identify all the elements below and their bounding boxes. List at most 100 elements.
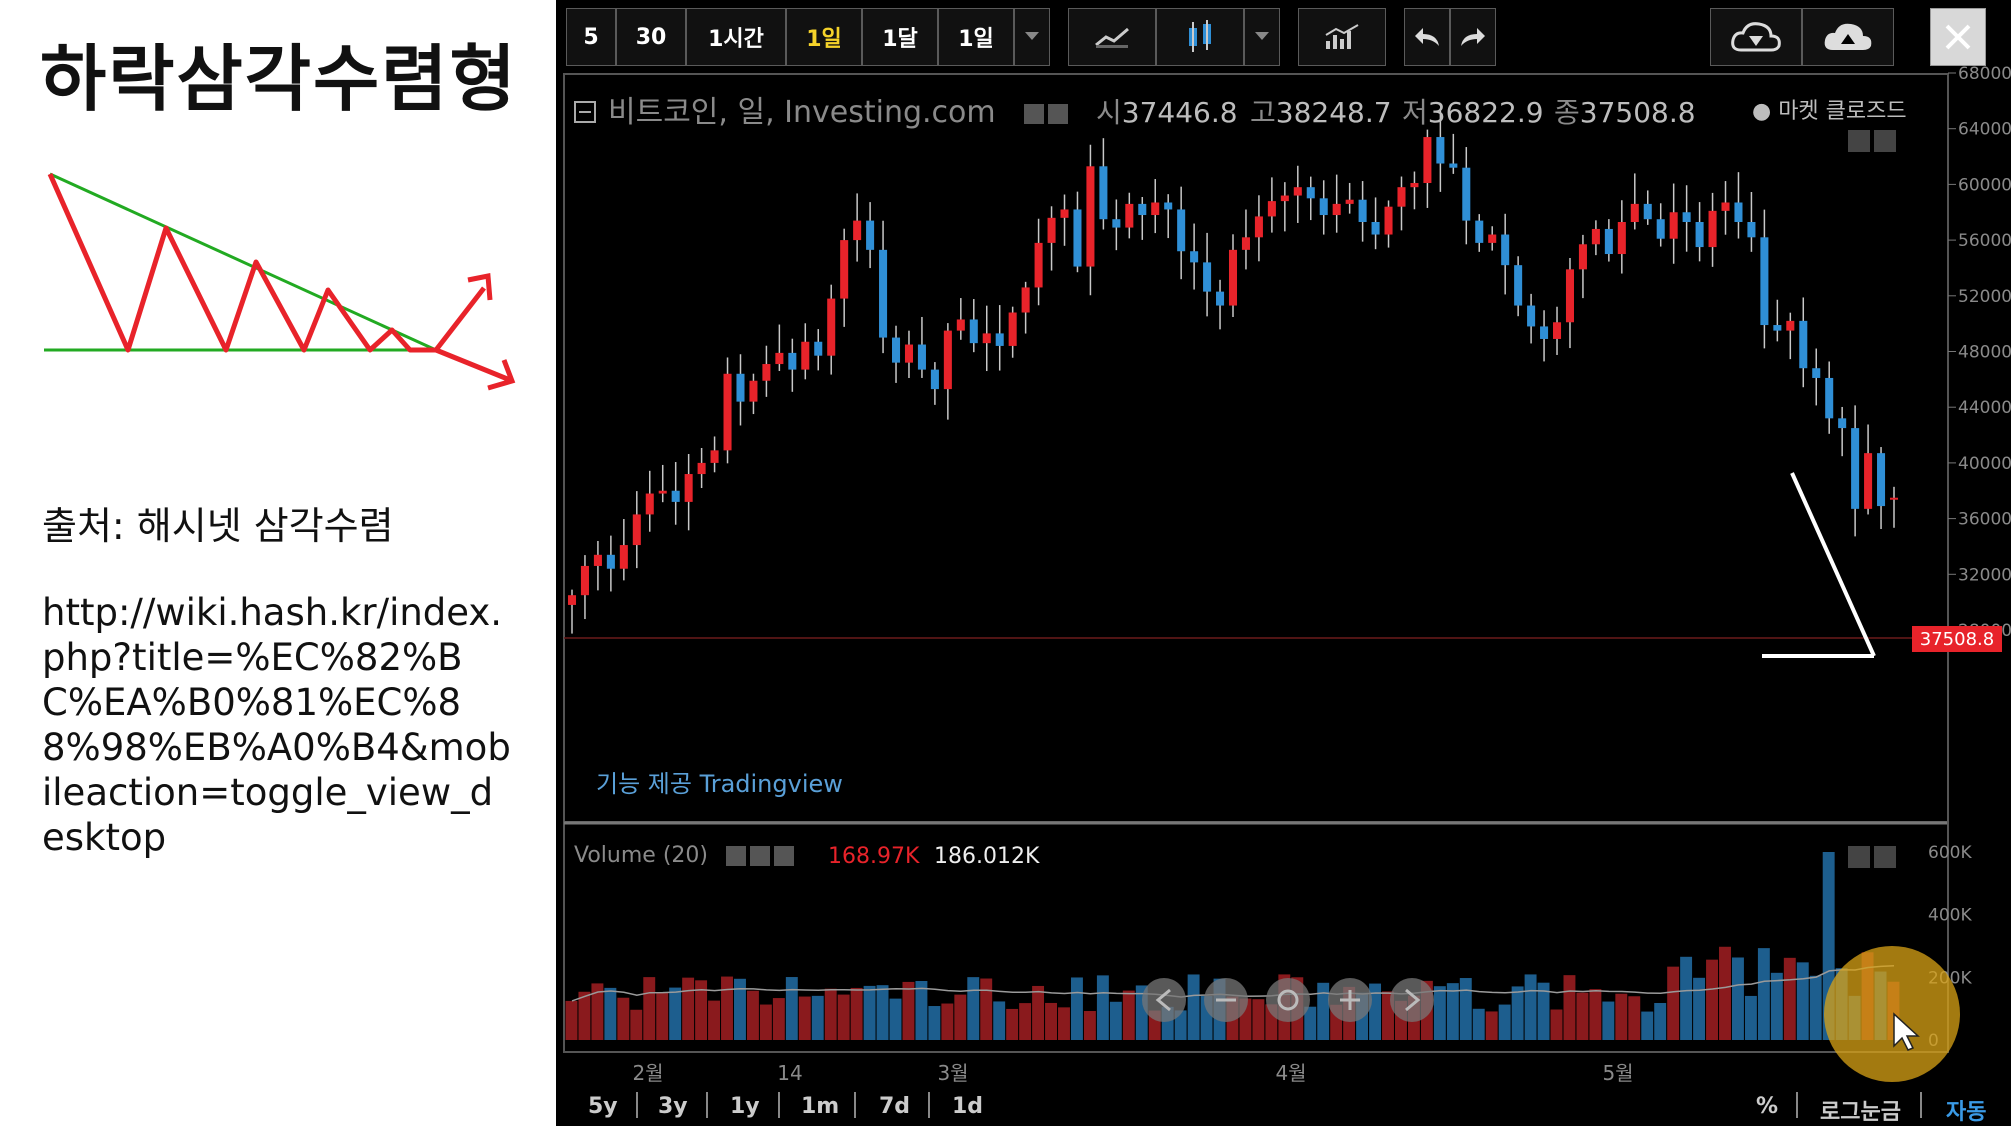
interval-dropdown-button[interactable] [1014,8,1050,66]
chevron-down-icon [1025,32,1039,40]
volume-bar [1459,978,1472,1040]
candle-body [1682,212,1691,222]
volume-bar [1161,1006,1174,1040]
candle-body [1527,305,1536,327]
scroll-right-button [1390,978,1434,1022]
volume-bar [630,1009,643,1040]
range-3y[interactable]: 3y [658,1094,688,1119]
chart-type-dropdown-button[interactable] [1244,8,1280,66]
close-button[interactable] [1930,8,1986,66]
range-5y[interactable]: 5y [588,1094,618,1119]
scroll-up-icon [1874,130,1896,152]
market-status: ● 마켓 클로즈드 [1752,99,1907,124]
volume-bar [928,1006,941,1040]
candle-body [1203,262,1212,292]
volume-bar [1796,962,1809,1040]
price-chart[interactable]: 68000.0 64000.0 60000.0 56000.0 52000.0 48000… [556,0,2011,1126]
price-tick-label: 60000.0 [1958,175,2011,195]
volume-bar [1757,948,1770,1040]
volume-bar [1719,946,1731,1040]
volume-tick-label: 600K [1928,843,1972,863]
volume-bar [1187,974,1200,1040]
range-1y[interactable]: 1y [730,1094,760,1119]
volume-bar [1174,1010,1187,1040]
price-tick-label: 36000.0 [1958,510,2011,530]
volume-bar [772,998,785,1040]
volume-bar [1628,996,1641,1040]
candle-body [1617,221,1626,255]
line-chart-button[interactable] [1068,8,1156,66]
candle-body [1397,187,1406,207]
candle-body [1151,202,1160,216]
volume-bar [1706,959,1718,1040]
volume-bar [1304,1006,1317,1040]
cloud-download-button[interactable] [1710,8,1802,66]
candle-body [1708,210,1717,248]
volume-bar [1731,957,1744,1040]
candle-body [593,554,602,566]
price-tick-label: 48000.0 [1958,343,2011,363]
candle-body [1760,237,1769,326]
volume-bar [669,987,682,1040]
volume-bar [591,983,604,1040]
price-tick-label: 64000.0 [1958,120,2011,140]
candle-body [1475,220,1484,243]
candle-body [1565,269,1574,323]
chevron-down-icon [1255,32,1269,40]
interval-button-5[interactable]: 5 [566,8,616,66]
candle-body [1436,137,1445,164]
candle-body [1358,199,1367,222]
svg-text:168.97K: 168.97K [828,844,920,869]
source-label: 출처: 해시넷 삼각수렴 [42,504,394,548]
volume-bar [746,990,759,1040]
undo-button[interactable] [1404,8,1450,66]
cloud-upload-button[interactable] [1802,8,1894,66]
reset-icon [1277,989,1299,1011]
volume-bar [1602,1001,1615,1040]
candle-body [1280,195,1289,202]
volume-tick-label: 400K [1928,906,1972,926]
interval-button-1h[interactable]: 1시간 [686,8,786,66]
line-chart-icon [1095,27,1129,48]
log-scale-button[interactable]: 로그눈금 [1820,1100,1901,1125]
volume-bar [889,998,902,1040]
candle-chart-button[interactable] [1156,8,1244,66]
candlestick-icon [1189,20,1211,52]
navigation-controls[interactable] [1142,978,1434,1022]
candle-body [1695,221,1704,248]
volume-bar [1148,1010,1161,1040]
auto-scale-button[interactable]: 자동 [1946,1100,1987,1125]
volume-bar [1524,974,1537,1040]
candle-body [1112,219,1121,228]
range-7d[interactable]: 7d [879,1094,911,1119]
time-label: 3월 [937,1061,968,1085]
interval-button-30[interactable]: 30 [616,8,686,66]
candle-body [1384,206,1393,235]
range-1d[interactable]: 1d [952,1094,984,1119]
redo-button[interactable] [1450,8,1496,66]
volume-bar [1744,995,1757,1040]
indicators-button[interactable] [1298,8,1386,66]
time-label: 14 [777,1061,802,1085]
volume-bar [1045,1002,1057,1040]
interval-button-1d[interactable]: 1일 [938,8,1014,66]
volume-bar [1822,852,1835,1040]
interval-button-1d-active[interactable]: 1일 [786,8,862,66]
volume-bar [1006,1008,1019,1040]
source-url[interactable]: http://wiki.hash.kr/index.php?title=%EC%… [42,591,511,859]
volume-bar [682,977,695,1040]
interval-button-1m[interactable]: 1달 [862,8,938,66]
range-1m[interactable]: 1m [801,1094,840,1119]
volume-bar [902,981,915,1040]
svg-text:186.012K: 186.012K [934,844,1040,869]
candle-body [580,565,589,596]
candle-body [969,319,978,344]
volume-bar [941,1003,954,1040]
mouse-cursor-icon [1893,1012,1920,1051]
percent-scale-button[interactable]: % [1756,1094,1779,1119]
volume-bar [811,995,824,1040]
candle-body [892,337,901,363]
volume-bar [1200,996,1213,1040]
volume-bar [1330,1004,1343,1040]
candle-body [1877,453,1886,507]
